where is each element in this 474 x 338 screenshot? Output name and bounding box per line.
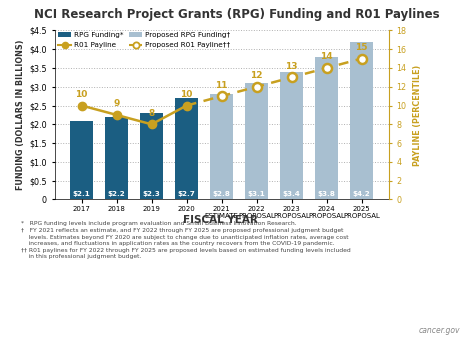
Text: 11: 11 bbox=[215, 80, 228, 90]
Text: *   RPG funding levels include program evaluation and Small Business Innovation : * RPG funding levels include program eva… bbox=[21, 221, 351, 259]
Bar bbox=[140, 113, 164, 199]
Text: cancer.gov: cancer.gov bbox=[418, 325, 460, 335]
Bar bbox=[175, 98, 199, 199]
Text: 15: 15 bbox=[356, 43, 368, 52]
Text: $3.8: $3.8 bbox=[318, 191, 336, 197]
Y-axis label: PAYLINE (PERCENTILE): PAYLINE (PERCENTILE) bbox=[413, 64, 422, 166]
Text: 8: 8 bbox=[148, 109, 155, 118]
Bar bbox=[210, 94, 234, 199]
Text: 13: 13 bbox=[285, 62, 298, 71]
Text: $4.2: $4.2 bbox=[353, 191, 371, 197]
Text: $3.1: $3.1 bbox=[248, 191, 265, 197]
Text: NCI Research Project Grants (RPG) Funding and R01 Paylines: NCI Research Project Grants (RPG) Fundin… bbox=[34, 8, 440, 21]
Text: $2.2: $2.2 bbox=[108, 191, 126, 197]
Text: 9: 9 bbox=[113, 99, 120, 108]
Bar bbox=[350, 42, 374, 199]
Text: $2.8: $2.8 bbox=[213, 191, 230, 197]
Bar bbox=[245, 83, 268, 199]
Text: $2.1: $2.1 bbox=[73, 191, 91, 197]
Text: $3.4: $3.4 bbox=[283, 191, 301, 197]
Y-axis label: FUNDING (DOLLARS IN BILLIONS): FUNDING (DOLLARS IN BILLIONS) bbox=[16, 40, 25, 190]
Text: 10: 10 bbox=[181, 90, 193, 99]
Text: FISCAL YEAR: FISCAL YEAR bbox=[183, 215, 258, 225]
Text: $2.7: $2.7 bbox=[178, 191, 195, 197]
Bar bbox=[315, 57, 338, 199]
Bar bbox=[105, 117, 128, 199]
Text: 12: 12 bbox=[250, 71, 263, 80]
Bar bbox=[70, 121, 93, 199]
Legend: RPG Funding*, R01 Payline, Proposed RPG Funding†, Proposed R01 Payline††: RPG Funding*, R01 Payline, Proposed RPG … bbox=[58, 32, 230, 48]
Text: 14: 14 bbox=[320, 52, 333, 62]
Text: 10: 10 bbox=[75, 90, 88, 99]
Bar bbox=[280, 72, 303, 199]
Text: $2.3: $2.3 bbox=[143, 191, 161, 197]
